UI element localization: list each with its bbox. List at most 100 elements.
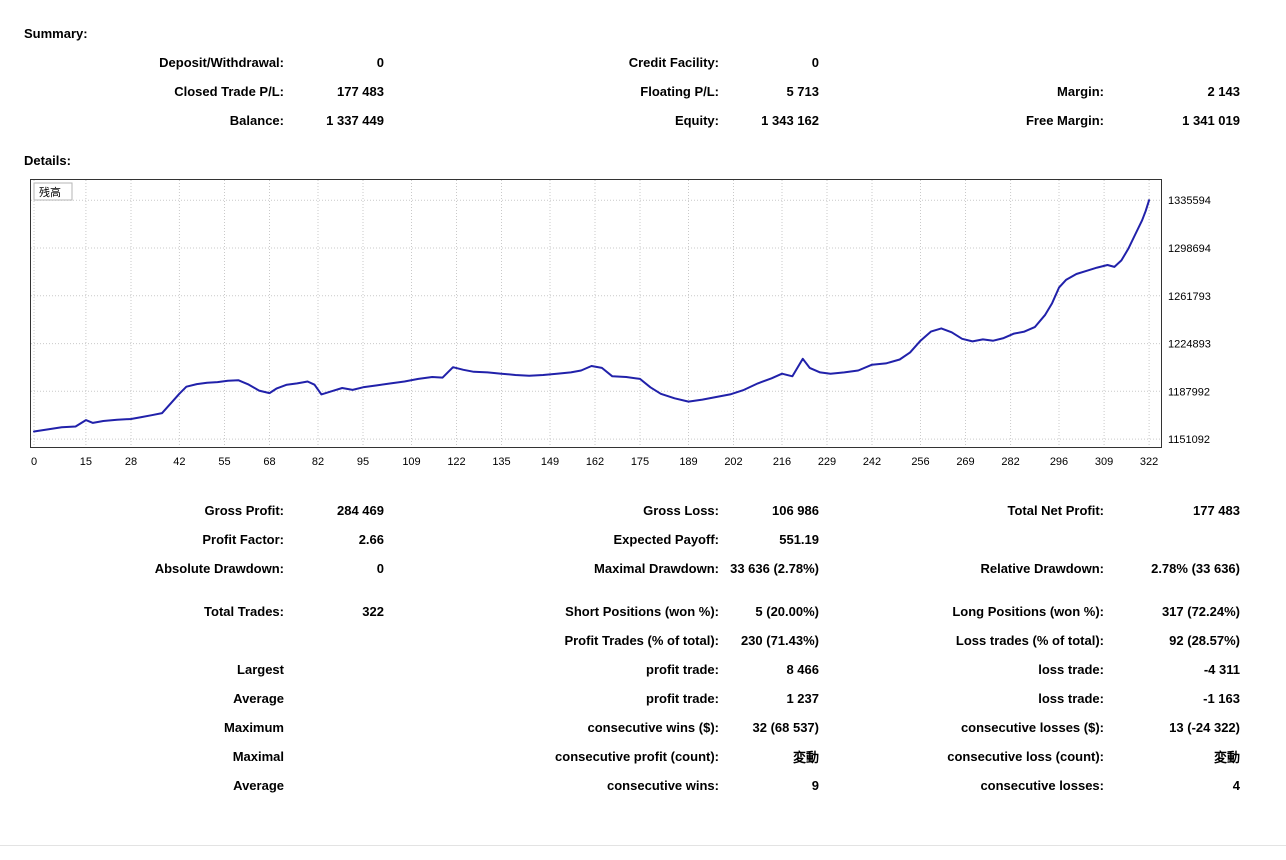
x-tick-label: 135	[492, 456, 510, 468]
stat-label: Relative Drawdown:	[980, 561, 1104, 576]
x-tick-label: 95	[357, 456, 369, 468]
chart-title: 残高	[39, 185, 61, 199]
x-tick-label: 269	[956, 456, 974, 468]
x-tick-label: 82	[312, 456, 324, 468]
stat-row: Total Trades: 322 Short Positions (won %):…	[24, 597, 1286, 626]
stat-label: loss trade:	[1038, 691, 1104, 706]
stat-label: Maximal	[232, 749, 284, 764]
details-heading: Details:	[24, 153, 71, 168]
stat-label: Gross Loss:	[643, 503, 719, 518]
x-tick-label: 309	[1095, 456, 1113, 468]
stat-label: Average	[233, 778, 284, 793]
stat-value: 変動	[1213, 750, 1240, 765]
stat-label: loss trade:	[1038, 662, 1104, 677]
stat-label: Margin:	[1057, 84, 1104, 99]
stat-row: Maximal consecutive profit (count): 変動 cons…	[24, 742, 1286, 771]
stat-label: Maximum	[224, 720, 284, 735]
stat-value: 5 713	[786, 84, 819, 99]
stat-value: 2.66	[358, 532, 384, 547]
stat-row: Average consecutive wins: 9 consecutive los…	[24, 771, 1286, 800]
x-tick-label: 256	[911, 456, 929, 468]
stat-label: Maximal Drawdown:	[594, 561, 719, 576]
stat-label: Profit Trades (% of total):	[564, 633, 719, 648]
y-tick-label: 1151092	[1168, 434, 1210, 446]
stat-label: Equity:	[674, 113, 719, 128]
x-tick-label: 162	[586, 456, 604, 468]
x-tick-label: 296	[1050, 456, 1068, 468]
stat-row: Balance: 1 337 449 Equity: 1 343 162 Free Ma…	[24, 106, 1286, 135]
stat-value: 32 (68 537)	[752, 720, 820, 735]
legend-box	[33, 182, 73, 201]
stat-label: Deposit/Withdrawal:	[159, 55, 284, 70]
stat-value: 5 (20.00%)	[755, 604, 819, 619]
trading-report: Summary: Deposit/Withdrawal: 0 Credit Faci…	[24, 26, 1286, 800]
stat-value: -1 163	[1203, 691, 1240, 706]
plot-frame	[30, 179, 1162, 448]
summary-heading: Summary:	[24, 26, 88, 41]
stat-label: Average	[233, 691, 284, 706]
x-tick-label: 42	[173, 456, 185, 468]
stat-value: 13 (-24 322)	[1169, 720, 1240, 735]
y-tick-label: 1224893	[1168, 339, 1211, 351]
x-tick-label: 202	[724, 456, 742, 468]
x-tick-label: 189	[679, 456, 697, 468]
stat-row: Absolute Drawdown: 0 Maximal Drawdown: 33 6…	[24, 554, 1286, 583]
x-tick-label: 28	[125, 456, 137, 468]
x-tick-label: 149	[541, 456, 559, 468]
stat-value: 551.19	[779, 532, 819, 547]
stat-value: 284 469	[337, 503, 384, 518]
stat-row: Deposit/Withdrawal: 0 Credit Facility: 0	[24, 48, 1286, 77]
balance-chart-container: 1151092 1187992 1224893 1261793 1298694 13355…	[30, 179, 1286, 482]
stat-label: consecutive profit (count):	[555, 749, 719, 764]
x-tick-label: 68	[263, 456, 275, 468]
stat-label: profit trade:	[646, 691, 719, 706]
stat-label: Profit Factor:	[202, 532, 284, 547]
trades-table: Total Trades: 322 Short Positions (won %):…	[24, 597, 1286, 800]
x-tick-label: 322	[1140, 456, 1158, 468]
stat-row: Profit Factor: 2.66 Expected Payoff: 551.19	[24, 525, 1286, 554]
stat-label: Total Trades:	[204, 604, 284, 619]
stat-label: consecutive losses ($):	[960, 720, 1104, 735]
stat-row: Average profit trade: 1 237 loss trade: -1 1…	[24, 684, 1286, 713]
stat-label: Largest	[237, 662, 284, 677]
x-tick-label: 175	[631, 456, 649, 468]
stat-value: 0	[376, 561, 384, 576]
stat-row: Maximum consecutive wins ($): 32 (68 537) c…	[24, 713, 1286, 742]
stat-value: 2.78% (33 636)	[1151, 561, 1240, 576]
stat-label: Long Positions (won %):	[952, 604, 1104, 619]
summary-table: Deposit/Withdrawal: 0 Credit Facility: 0 Clo…	[24, 48, 1286, 135]
stat-label: Absolute Drawdown:	[154, 561, 284, 576]
stat-value: 0	[376, 55, 384, 70]
stat-value: 1 341 019	[1182, 113, 1240, 128]
x-tick-label: 242	[863, 456, 881, 468]
stat-value: 1 237	[786, 691, 819, 706]
stat-label: Free Margin:	[1025, 113, 1104, 128]
stat-label: Expected Payoff:	[613, 532, 719, 547]
stat-value: 177 483	[337, 84, 384, 99]
x-tick-label: 109	[402, 456, 420, 468]
stat-label: profit trade:	[646, 662, 719, 677]
y-tick-label: 1335594	[1168, 195, 1211, 207]
stat-value: 177 483	[1193, 503, 1240, 518]
stat-value: 317 (72.24%)	[1161, 604, 1240, 619]
stat-label: consecutive wins ($):	[587, 720, 719, 735]
stat-value: 230 (71.43%)	[740, 633, 819, 648]
results-table: Gross Profit: 284 469 Gross Loss: 106 986 To…	[24, 496, 1286, 583]
stat-label: Total Net Profit:	[1007, 503, 1104, 518]
stat-value: 1 337 449	[326, 113, 384, 128]
x-tick-label: 282	[1001, 456, 1019, 468]
y-tick-label: 1298694	[1168, 243, 1211, 255]
stat-label: Short Positions (won %):	[565, 604, 719, 619]
x-tick-label: 122	[447, 456, 465, 468]
stat-value: 2 143	[1207, 84, 1240, 99]
stat-value: 92 (28.57%)	[1169, 633, 1240, 648]
stat-label: Balance:	[229, 113, 284, 128]
y-tick-label: 1261793	[1168, 291, 1211, 303]
stat-row: Gross Profit: 284 469 Gross Loss: 106 986 To…	[24, 496, 1286, 525]
stat-label: Closed Trade P/L:	[174, 84, 284, 99]
stat-row: Profit Trades (% of total): 230 (71.43%) L…	[24, 626, 1286, 655]
stat-label: consecutive losses:	[980, 778, 1104, 793]
stat-value: 変動	[792, 750, 819, 765]
stat-value: 33 636 (2.78%)	[730, 561, 819, 576]
stat-row: Largest profit trade: 8 466 loss trade: -4 3…	[24, 655, 1286, 684]
